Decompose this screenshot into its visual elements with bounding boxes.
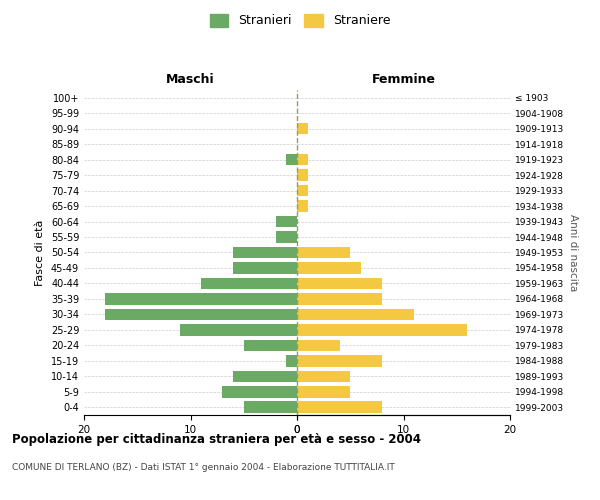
Bar	[297, 123, 308, 134]
Bar	[244, 402, 297, 413]
Bar	[297, 308, 414, 320]
Bar	[297, 293, 382, 304]
Bar	[233, 246, 297, 258]
Y-axis label: Anni di nascita: Anni di nascita	[568, 214, 578, 291]
Bar	[223, 386, 297, 398]
Bar	[106, 293, 297, 304]
Y-axis label: Fasce di età: Fasce di età	[35, 220, 45, 286]
Bar	[233, 262, 297, 274]
Bar	[297, 324, 467, 336]
Bar	[201, 278, 297, 289]
Bar	[297, 278, 382, 289]
Title: Maschi: Maschi	[166, 73, 215, 86]
Text: Popolazione per cittadinanza straniera per età e sesso - 2004: Popolazione per cittadinanza straniera p…	[12, 432, 421, 446]
Bar	[276, 216, 297, 228]
Bar	[297, 262, 361, 274]
Bar	[286, 355, 297, 366]
Bar	[180, 324, 297, 336]
Bar	[297, 386, 350, 398]
Bar	[297, 200, 308, 212]
Bar	[297, 402, 382, 413]
Bar	[286, 154, 297, 166]
Text: COMUNE DI TERLANO (BZ) - Dati ISTAT 1° gennaio 2004 - Elaborazione TUTTITALIA.IT: COMUNE DI TERLANO (BZ) - Dati ISTAT 1° g…	[12, 462, 395, 471]
Bar	[106, 308, 297, 320]
Bar	[297, 154, 308, 166]
Bar	[276, 231, 297, 243]
Title: Femmine: Femmine	[371, 73, 436, 86]
Bar	[297, 185, 308, 196]
Bar	[233, 370, 297, 382]
Bar	[244, 340, 297, 351]
Bar	[297, 370, 350, 382]
Bar	[297, 340, 340, 351]
Bar	[297, 246, 350, 258]
Bar	[297, 170, 308, 181]
Legend: Stranieri, Straniere: Stranieri, Straniere	[205, 8, 395, 32]
Bar	[297, 355, 382, 366]
